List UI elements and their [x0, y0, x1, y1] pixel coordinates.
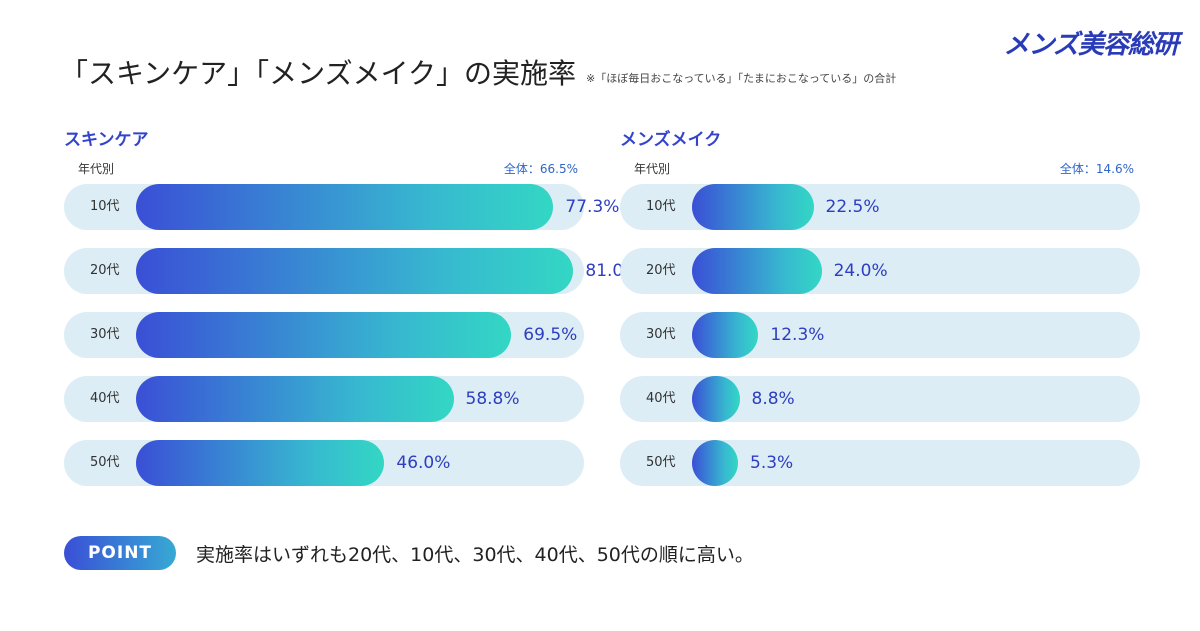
bar	[136, 184, 554, 230]
group-label: 年代別	[634, 162, 671, 176]
value-label: 69.5%	[523, 325, 578, 345]
point-badge: POINT	[64, 536, 176, 570]
value-label: 8.8%	[751, 389, 795, 409]
bar-row: 50代 46.0%	[64, 440, 584, 486]
bar	[136, 312, 512, 358]
bar	[136, 440, 385, 486]
bar	[692, 440, 738, 486]
bar-row: 30代 69.5%	[64, 312, 584, 358]
bar	[692, 312, 759, 358]
bar-rows: 10代 77.3% 20代 81.0% 30代 69.5% 40代 58.8% 50代 46.0%	[64, 184, 639, 486]
brand-logo: メンズ美容総研	[1003, 30, 1179, 60]
bar	[136, 248, 574, 294]
page-title: 「スキンケア」「メンズメイク」の実施率	[60, 57, 577, 90]
value-label: 77.3%	[565, 197, 620, 217]
category-label: 40代	[90, 391, 120, 406]
bar-row: 40代 58.8%	[64, 376, 584, 422]
point-text: 実施率はいずれも20代、10代、30代、40代、50代の順に高い。	[196, 544, 754, 566]
group-label: 年代別	[78, 162, 115, 176]
bar-row: 10代 22.5%	[620, 184, 1140, 230]
category-label: 50代	[90, 455, 120, 470]
value-label: 46.0%	[396, 453, 451, 473]
mens-makeup-chart: メンズメイク 年代別 全体：14.6% 10代 22.5% 20代 24.0% 30代 1…	[620, 126, 1140, 504]
category-label: 10代	[646, 199, 676, 214]
bar-row: 50代 5.3%	[620, 440, 1140, 486]
total-label: 全体：14.6%	[1059, 162, 1134, 176]
bar-row: 30代 12.3%	[620, 312, 1140, 358]
value-label: 12.3%	[770, 325, 825, 345]
bar	[692, 184, 814, 230]
bar-row: 20代 24.0%	[620, 248, 1140, 294]
bar	[136, 376, 454, 422]
bar-rows: 10代 22.5% 20代 24.0% 30代 12.3% 40代 8.8% 50代 5.3%	[620, 184, 1140, 486]
bar	[692, 248, 822, 294]
value-label: 58.8%	[465, 389, 520, 409]
bar-row: 10代 77.3%	[64, 184, 619, 230]
category-label: 50代	[646, 455, 676, 470]
chart-title: メンズメイク	[620, 130, 722, 150]
total-label: 全体：66.5%	[503, 162, 578, 176]
bar-row: 20代 81.0%	[64, 248, 639, 294]
bar	[692, 376, 740, 422]
category-label: 30代	[646, 327, 676, 342]
category-label: 10代	[90, 199, 120, 214]
bar-row: 40代 8.8%	[620, 376, 1140, 422]
chart-header: 年代別 全体：14.6%	[620, 154, 1140, 184]
category-label: 40代	[646, 391, 676, 406]
chart-title: スキンケア	[64, 130, 149, 150]
value-label: 5.3%	[750, 453, 794, 473]
value-label: 24.0%	[833, 261, 888, 281]
footnote: ※「ほぼ毎日おこなっている」「たまにおこなっている」の合計	[586, 72, 897, 85]
category-label: 20代	[646, 263, 676, 278]
skincare-chart: スキンケア 年代別 全体：66.5% 10代 77.3% 20代 81.0% 30代 69…	[64, 126, 639, 504]
category-label: 30代	[90, 327, 120, 342]
category-label: 20代	[90, 263, 120, 278]
value-label: 22.5%	[825, 197, 880, 217]
chart-header: 年代別 全体：66.5%	[64, 154, 584, 184]
